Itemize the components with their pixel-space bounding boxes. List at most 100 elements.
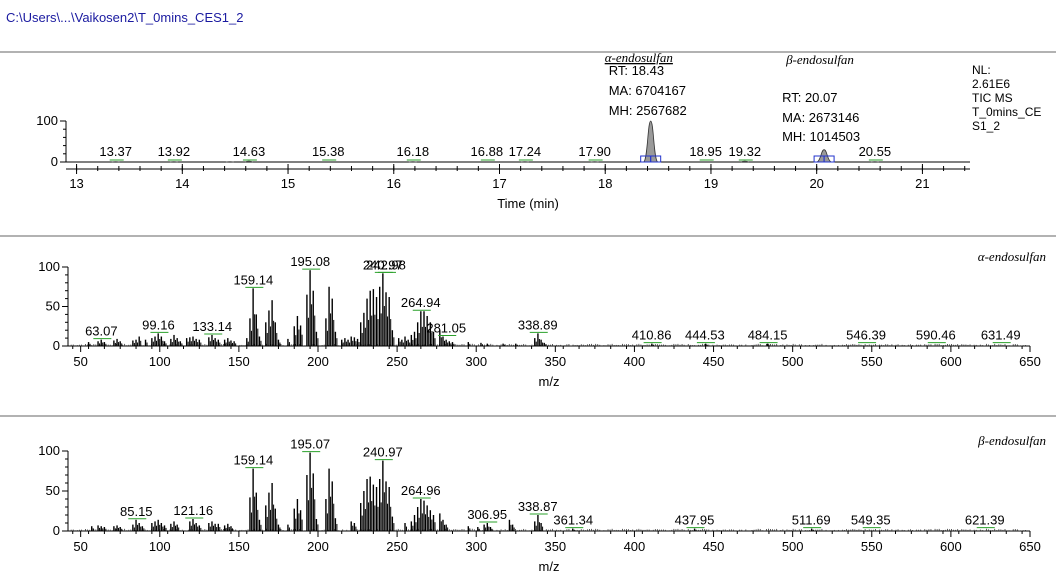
scan-info-line: T_0mins_CE <box>972 105 1041 119</box>
y-tick-label: 50 <box>46 483 60 498</box>
peak-name: β-endosulfan <box>785 52 854 67</box>
retention-time-label: 18.95 <box>689 144 722 159</box>
x-tick-label: 450 <box>703 539 725 554</box>
integration-box <box>650 155 662 163</box>
x-tick-label: 400 <box>624 354 646 369</box>
x-tick-label: 650 <box>1019 354 1041 369</box>
y-tick-label: 100 <box>38 259 60 274</box>
retention-time-label: 15.38 <box>312 144 345 159</box>
x-tick-label: 13 <box>69 176 83 191</box>
x-tick-label: 16 <box>387 176 401 191</box>
mass-label: 240.97 <box>363 257 403 272</box>
scan-info-line: S1_2 <box>972 119 1000 133</box>
mass-label: 338.89 <box>518 317 558 332</box>
mass-label: 99.16 <box>142 317 175 332</box>
mass-label: 281.05 <box>426 321 466 336</box>
x-tick-label: 250 <box>386 354 408 369</box>
x-tick-label: 500 <box>782 354 804 369</box>
x-axis-label: m/z <box>539 559 560 574</box>
x-tick-label: 50 <box>73 354 87 369</box>
mass-label: 240.97 <box>363 445 403 460</box>
peak-area <box>643 120 659 163</box>
mass-label: 437.95 <box>675 513 715 528</box>
file-path: C:\Users\...\Vaikosen2\T_0mins_CES1_2 <box>6 10 244 25</box>
x-tick-label: 100 <box>149 354 171 369</box>
x-tick-label: 14 <box>175 176 189 191</box>
x-tick-label: 19 <box>704 176 718 191</box>
scan-info-line: TIC MS <box>972 91 1013 105</box>
retention-time-label: 17.24 <box>509 144 542 159</box>
retention-time-label: 17.90 <box>578 144 611 159</box>
mass-label: 410.86 <box>632 328 672 343</box>
mass-label: 264.96 <box>401 483 441 498</box>
x-axis-label: m/z <box>539 374 560 389</box>
mass-label: 63.07 <box>85 324 118 339</box>
x-tick-label: 200 <box>307 539 329 554</box>
scan-info-line: NL: <box>972 63 991 77</box>
retention-time-label: 14.63 <box>233 144 266 159</box>
x-tick-label: 20 <box>809 176 823 191</box>
x-tick-label: 600 <box>940 354 962 369</box>
x-tick-label: 250 <box>386 539 408 554</box>
retention-time-label: 19.32 <box>729 144 762 159</box>
x-tick-label: 350 <box>544 354 566 369</box>
x-tick-label: 550 <box>861 354 883 369</box>
mass-label: 306.95 <box>467 507 507 522</box>
retention-time-label: 13.37 <box>99 144 132 159</box>
y-tick-label: 0 <box>53 523 60 538</box>
peak-rt: RT: 20.07 <box>782 90 837 105</box>
spectrum-title: β-endosulfan <box>977 433 1046 448</box>
y-tick-label: 50 <box>46 299 60 314</box>
x-tick-label: 600 <box>940 539 962 554</box>
mass-label: 159.14 <box>233 453 273 468</box>
mass-label: 264.94 <box>401 295 441 310</box>
mass-label: 121.16 <box>173 503 213 518</box>
retention-time-label: 16.88 <box>471 144 504 159</box>
mass-label: 511.69 <box>792 513 831 528</box>
x-tick-label: 300 <box>465 354 487 369</box>
x-tick-label: 150 <box>228 354 250 369</box>
x-tick-label: 400 <box>624 539 646 554</box>
minor-peak <box>244 160 254 163</box>
x-tick-label: 200 <box>307 354 329 369</box>
peak-ma: MA: 6704167 <box>609 83 686 98</box>
x-tick-label: 50 <box>73 539 87 554</box>
mass-label: 621.39 <box>965 513 1005 528</box>
mass-label: 195.07 <box>290 437 330 452</box>
y-tick-label: 100 <box>36 113 58 128</box>
y-tick-label: 0 <box>51 154 58 169</box>
mass-label: 338.87 <box>518 499 558 514</box>
x-tick-label: 18 <box>598 176 612 191</box>
mass-label: 444.53 <box>685 328 725 343</box>
chromatogram-panel: 0 100 13 14 15 16 17 18 19 20 21 Time (min) 13.37 13.… <box>36 50 1041 211</box>
peak-name: α-endosulfan <box>605 50 673 65</box>
mass-label: 133.14 <box>192 319 232 334</box>
peak-rt: RT: 18.43 <box>609 63 664 78</box>
retention-time-label: 16.18 <box>397 144 430 159</box>
mass-label: 590.46 <box>916 328 956 343</box>
mass-label: 195.08 <box>290 254 330 269</box>
x-tick-label: 100 <box>149 539 171 554</box>
peak-mh: MH: 1014503 <box>782 129 860 144</box>
x-tick-label: 150 <box>228 539 250 554</box>
spectrum-panel-beta: 0 50 100 50 100 150 200 250 300 350 400 450 500 550 60… <box>38 433 1046 574</box>
mass-label: 546.39 <box>846 328 886 343</box>
spectrum-panel-alpha: 0 50 100 50 100 150 200 250 300 350 400 450 500 550 60… <box>38 249 1046 389</box>
mass-label: 631.49 <box>981 328 1021 343</box>
minor-peak <box>740 160 749 163</box>
scan-info-line: 2.61E6 <box>972 77 1010 91</box>
integration-box <box>823 155 835 163</box>
y-tick-label: 100 <box>38 443 60 458</box>
retention-time-label: 13.92 <box>158 144 191 159</box>
x-tick-label: 650 <box>1019 539 1041 554</box>
mass-label: 484.15 <box>748 328 788 343</box>
x-tick-label: 500 <box>782 539 804 554</box>
x-tick-label: 15 <box>281 176 295 191</box>
mass-label: 361.34 <box>553 513 593 528</box>
x-tick-label: 300 <box>465 539 487 554</box>
peak-ma: MA: 2673146 <box>782 110 859 125</box>
mass-label: 85.15 <box>120 504 153 519</box>
mass-label: 159.14 <box>233 272 273 287</box>
peak-mh: MH: 2567682 <box>609 103 687 118</box>
x-axis-label: Time (min) <box>497 196 559 211</box>
